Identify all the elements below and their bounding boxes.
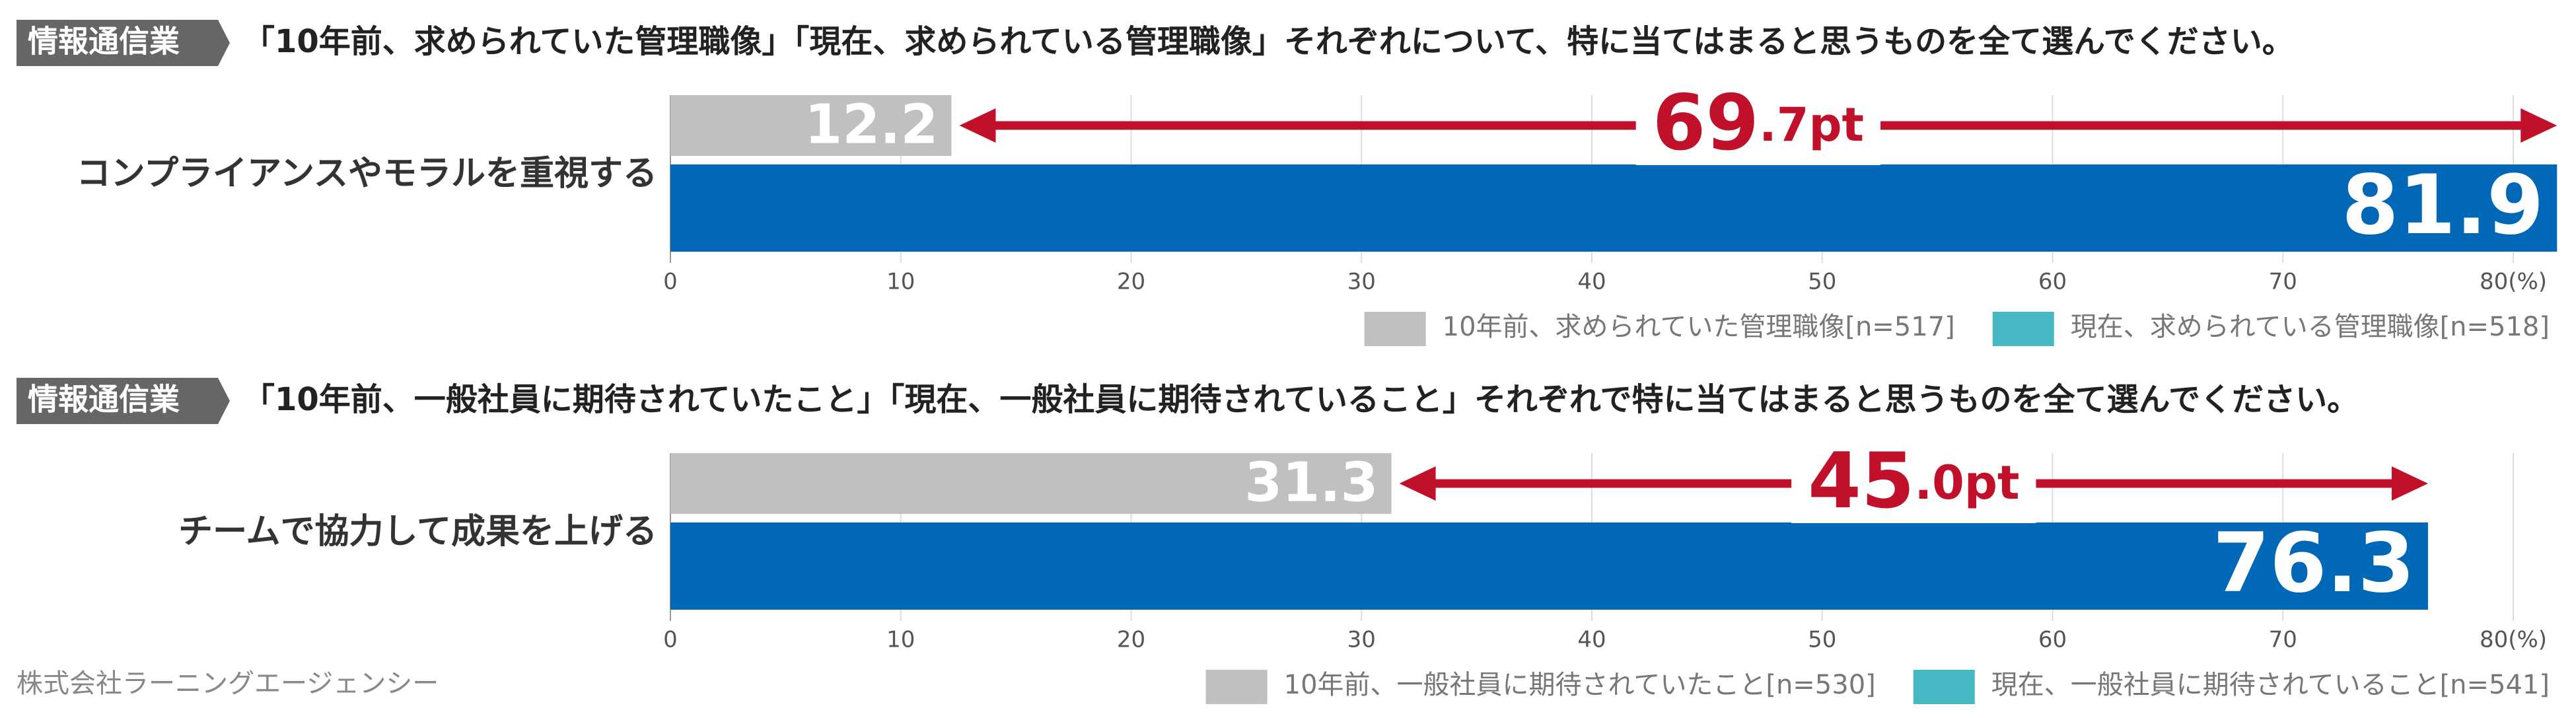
arrow-head	[2391, 466, 2428, 501]
x-tick-label: 20	[1117, 627, 1145, 653]
tag: 情報通信業	[28, 382, 180, 417]
difference-label: 69.7pt	[1653, 79, 1864, 168]
x-tick-label: 0	[663, 269, 678, 295]
legend-swatch	[1364, 312, 1426, 346]
tag-shape	[17, 378, 230, 424]
arrow-head	[2521, 108, 2558, 143]
x-tick-label: 70	[2269, 627, 2297, 653]
chart-panel: 情報通信業 「10年前、求められていた管理職像」「現在、求められている管理職像」そ…	[17, 20, 2558, 346]
category-label: コンプライアンスやモラルを重視する	[77, 154, 657, 194]
value-label: 81.9	[2342, 158, 2544, 253]
x-tick-label: 60	[2038, 627, 2067, 653]
chart-panel: 情報通信業 「10年前、一般社員に期待されていたこと」「現在、一般社員に期待されて…	[17, 378, 2550, 704]
x-tick-label: 60	[2038, 269, 2067, 295]
x-tick-label: 50	[1808, 627, 1836, 653]
value-label: 31.3	[1244, 451, 1378, 514]
arrow-head	[959, 108, 996, 143]
arrow-head	[1399, 466, 1436, 501]
annotation-bg	[1791, 444, 2036, 523]
legend-swatch	[1913, 670, 1975, 704]
x-tick-label: 80(%)	[2480, 627, 2547, 653]
category-label: チームで協力して成果を上げる	[178, 512, 657, 552]
x-tick-label: 40	[1577, 627, 1606, 653]
value-label: 12.2	[805, 93, 938, 156]
x-tick-label: 50	[1808, 269, 1836, 295]
annotation-bg	[1635, 86, 1881, 165]
x-tick-label: 40	[1577, 269, 1606, 295]
x-tick-label: 10	[886, 627, 915, 653]
x-tick-label: 10	[886, 269, 915, 295]
legend-swatch	[1205, 670, 1268, 704]
bar	[670, 453, 1392, 514]
tag: 情報通信業	[28, 24, 180, 59]
chart-title: 「10年前、一般社員に期待されていたこと」「現在、一般社員に期待されていること」…	[243, 381, 2359, 418]
x-tick-label: 20	[1117, 269, 1145, 295]
chart-title: 「10年前、求められていた管理職像」「現在、求められている管理職像」それぞれにつ…	[243, 23, 2294, 60]
bar	[670, 164, 2558, 252]
legend-label: 10年前、求められていた管理職像[n=517]	[1443, 312, 1955, 342]
value-label: 76.3	[2213, 516, 2415, 611]
source: 株式会社ラーニングエージェンシー	[17, 668, 439, 699]
legend-label: 現在、一般社員に期待されていること[n=541]	[1991, 670, 2550, 700]
bar	[670, 522, 2428, 610]
x-tick-label: 30	[1347, 269, 1376, 295]
x-tick-label: 30	[1347, 627, 1376, 653]
legend-label: 10年前、一般社員に期待されていたこと[n=530]	[1284, 670, 1876, 700]
legend-swatch	[1992, 312, 2054, 346]
x-tick-label: 0	[663, 627, 678, 653]
legend-label: 現在、求められている管理職像[n=518]	[2071, 312, 2550, 342]
tag-shape	[17, 20, 230, 66]
x-tick-label: 70	[2269, 269, 2297, 295]
difference-label: 45.0pt	[1808, 437, 2019, 526]
x-tick-label: 80(%)	[2480, 269, 2547, 295]
bar	[670, 95, 952, 156]
